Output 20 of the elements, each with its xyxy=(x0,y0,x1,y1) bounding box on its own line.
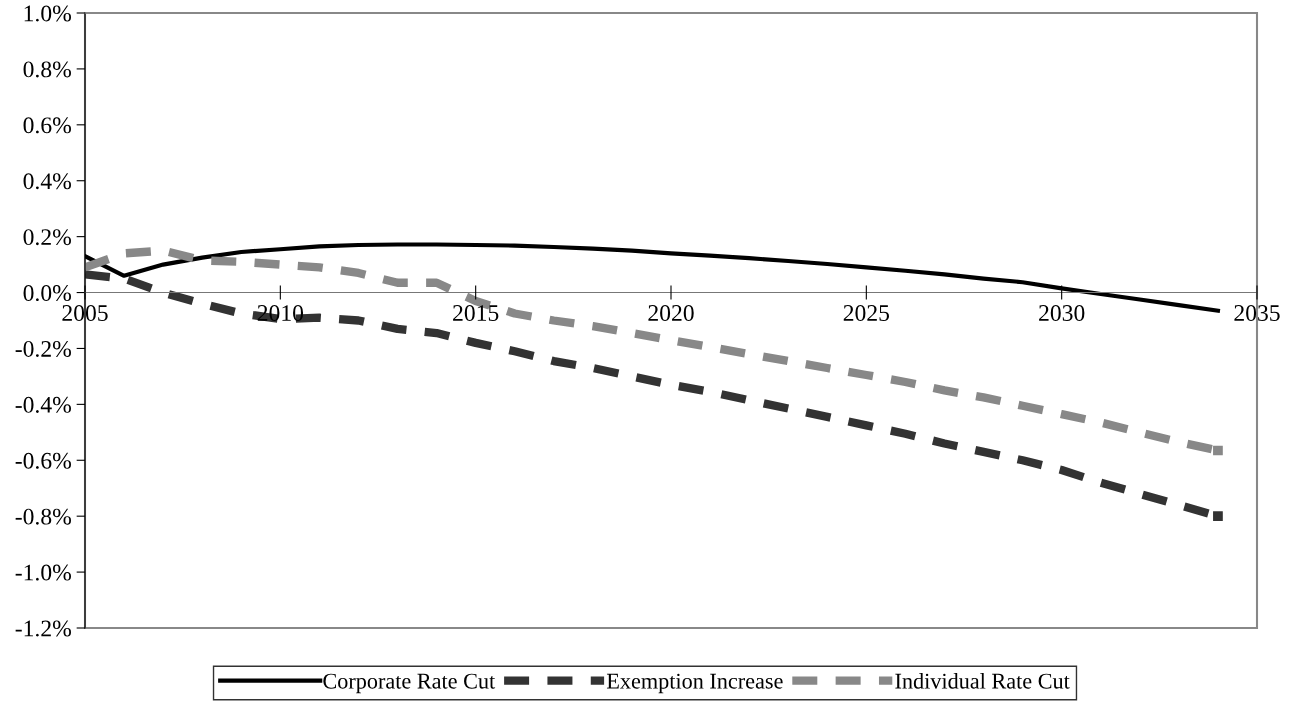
y-tick-label: -1.2% xyxy=(15,620,71,637)
y-tick-label: 0.2% xyxy=(23,229,71,246)
legend-label: Exemption Increase xyxy=(606,673,783,694)
y-tick-label: -0.2% xyxy=(15,340,71,357)
y-tick-label: -0.4% xyxy=(15,396,71,413)
y-tick-label: 0.8% xyxy=(23,61,71,78)
x-tick-label: 2020 xyxy=(648,305,694,321)
x-tick-label: 2025 xyxy=(843,305,890,321)
y-tick-label: 0.6% xyxy=(23,117,71,134)
y-tick-label: -0.6% xyxy=(15,452,71,469)
y-tick-label: 0.4% xyxy=(23,173,71,190)
y-tick-label: -0.8% xyxy=(15,508,71,525)
x-tick-label: 2035 xyxy=(1234,305,1280,321)
x-tick-label: 2015 xyxy=(453,305,499,321)
y-tick-label: -1.0% xyxy=(15,564,71,581)
x-tick-label: 2030 xyxy=(1039,305,1085,321)
y-tick-label: 1.0% xyxy=(24,5,71,22)
legend-label: Corporate Rate Cut xyxy=(323,673,496,694)
y-tick-label: 0.0% xyxy=(23,285,71,302)
legend-label: Individual Rate Cut xyxy=(895,672,1070,689)
